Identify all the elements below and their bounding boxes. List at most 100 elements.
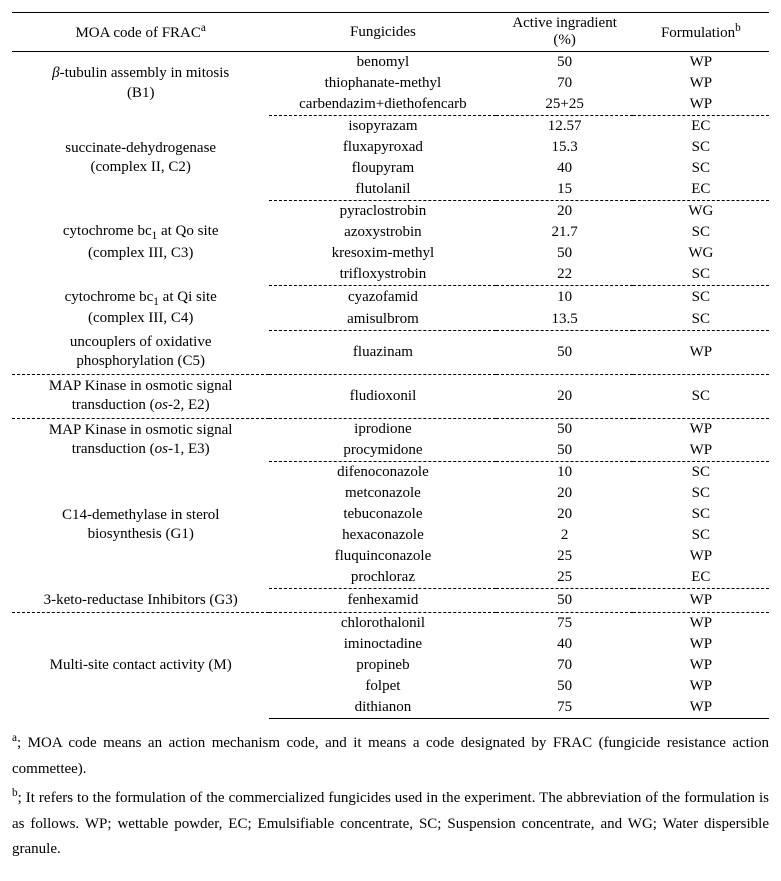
fungicide-cell: tebuconazole <box>269 504 496 525</box>
moa-cell: 3-keto-reductase Inhibitors (G3) <box>12 589 269 613</box>
table-row: Multi-site contact activity (M)chlorotha… <box>12 613 769 635</box>
moa-cell: C14-demethylase in sterolbiosynthesis (G… <box>12 462 269 589</box>
active-cell: 25 <box>496 567 632 589</box>
formulation-cell: WP <box>633 613 769 635</box>
formulation-cell: SC <box>633 483 769 504</box>
active-cell: 10 <box>496 462 632 484</box>
fungicide-cell: thiophanate-methyl <box>269 73 496 94</box>
active-cell: 50 <box>496 418 632 440</box>
active-cell: 15.3 <box>496 137 632 158</box>
active-cell: 50 <box>496 589 632 613</box>
formulation-cell: WP <box>633 676 769 697</box>
active-cell: 21.7 <box>496 222 632 243</box>
active-cell: 50 <box>496 331 632 375</box>
fungicide-cell: difenoconazole <box>269 462 496 484</box>
fungicide-cell: trifloxystrobin <box>269 264 496 286</box>
formulation-cell: SC <box>633 158 769 179</box>
moa-cell: succinate-dehydrogenase(complex II, C2) <box>12 116 269 201</box>
formulation-cell: WG <box>633 243 769 264</box>
header-fungicides: Fungicides <box>269 13 496 52</box>
table-row: cytochrome bc1 at Qo site(complex III, C… <box>12 201 769 223</box>
active-cell: 75 <box>496 697 632 719</box>
fungicide-cell: fluquinconazole <box>269 546 496 567</box>
fungicide-cell: chlorothalonil <box>269 613 496 635</box>
table-row: cytochrome bc1 at Qi site(complex III, C… <box>12 286 769 309</box>
moa-cell: uncouplers of oxidativephosphorylation (… <box>12 331 269 375</box>
active-cell: 13.5 <box>496 308 632 331</box>
formulation-cell: WP <box>633 655 769 676</box>
formulation-cell: WP <box>633 634 769 655</box>
fungicide-cell: carbendazim+diethofencarb <box>269 94 496 116</box>
formulation-cell: EC <box>633 567 769 589</box>
fungicide-cell: fenhexamid <box>269 589 496 613</box>
footnote-b: b; It refers to the formulation of the c… <box>12 784 769 863</box>
fungicide-cell: folpet <box>269 676 496 697</box>
fungicide-cell: cyazofamid <box>269 286 496 309</box>
active-cell: 70 <box>496 655 632 676</box>
formulation-cell: SC <box>633 264 769 286</box>
fungicide-cell: pyraclostrobin <box>269 201 496 223</box>
formulation-cell: SC <box>633 222 769 243</box>
formulation-cell: WP <box>633 440 769 462</box>
formulation-cell: WP <box>633 546 769 567</box>
formulation-cell: WP <box>633 52 769 74</box>
active-cell: 50 <box>496 243 632 264</box>
formulation-cell: WG <box>633 201 769 223</box>
active-cell: 15 <box>496 179 632 201</box>
fungicide-table: MOA code of FRACa Fungicides Active ingr… <box>12 12 769 719</box>
moa-cell: cytochrome bc1 at Qo site(complex III, C… <box>12 201 269 286</box>
table-row: uncouplers of oxidativephosphorylation (… <box>12 331 769 375</box>
formulation-cell: EC <box>633 116 769 138</box>
active-cell: 22 <box>496 264 632 286</box>
fungicide-cell: kresoxim-methyl <box>269 243 496 264</box>
active-cell: 40 <box>496 158 632 179</box>
fungicide-cell: flutolanil <box>269 179 496 201</box>
active-cell: 50 <box>496 676 632 697</box>
header-moa: MOA code of FRACa <box>12 13 269 52</box>
formulation-cell: WP <box>633 331 769 375</box>
active-cell: 20 <box>496 483 632 504</box>
table-header: MOA code of FRACa Fungicides Active ingr… <box>12 13 769 52</box>
header-formulation: Formulationb <box>633 13 769 52</box>
active-cell: 20 <box>496 504 632 525</box>
formulation-cell: WP <box>633 697 769 719</box>
fungicide-cell: propineb <box>269 655 496 676</box>
formulation-cell: WP <box>633 418 769 440</box>
fungicide-cell: iminoctadine <box>269 634 496 655</box>
footnotes: a; MOA code means an action mechanism co… <box>12 729 769 863</box>
fungicide-cell: iprodione <box>269 418 496 440</box>
formulation-cell: SC <box>633 374 769 418</box>
table-row: MAP Kinase in osmotic signaltransduction… <box>12 374 769 418</box>
formulation-cell: EC <box>633 179 769 201</box>
moa-cell: MAP Kinase in osmotic signaltransduction… <box>12 418 269 462</box>
fungicide-cell: fluxapyroxad <box>269 137 496 158</box>
formulation-cell: SC <box>633 504 769 525</box>
moa-cell: β-tubulin assembly in mitosis(B1) <box>12 52 269 116</box>
fungicide-cell: floupyram <box>269 158 496 179</box>
fungicide-cell: fludioxonil <box>269 374 496 418</box>
footnote-a: a; MOA code means an action mechanism co… <box>12 729 769 782</box>
active-cell: 2 <box>496 525 632 546</box>
table-row: β-tubulin assembly in mitosis(B1)benomyl… <box>12 52 769 74</box>
fungicide-cell: procymidone <box>269 440 496 462</box>
fungicide-cell: hexaconazole <box>269 525 496 546</box>
table-body: β-tubulin assembly in mitosis(B1)benomyl… <box>12 52 769 719</box>
fungicide-cell: isopyrazam <box>269 116 496 138</box>
fungicide-cell: fluazinam <box>269 331 496 375</box>
formulation-cell: SC <box>633 525 769 546</box>
table-row: 3-keto-reductase Inhibitors (G3)fenhexam… <box>12 589 769 613</box>
fungicide-cell: benomyl <box>269 52 496 74</box>
active-cell: 40 <box>496 634 632 655</box>
formulation-cell: WP <box>633 73 769 94</box>
fungicide-cell: prochloraz <box>269 567 496 589</box>
formulation-cell: SC <box>633 137 769 158</box>
active-cell: 10 <box>496 286 632 309</box>
active-cell: 25+25 <box>496 94 632 116</box>
header-active: Active ingradient (%) <box>496 13 632 52</box>
formulation-cell: SC <box>633 308 769 331</box>
table-row: C14-demethylase in sterolbiosynthesis (G… <box>12 462 769 484</box>
formulation-cell: WP <box>633 589 769 613</box>
formulation-cell: WP <box>633 94 769 116</box>
moa-cell: MAP Kinase in osmotic signaltransduction… <box>12 374 269 418</box>
formulation-cell: SC <box>633 286 769 309</box>
